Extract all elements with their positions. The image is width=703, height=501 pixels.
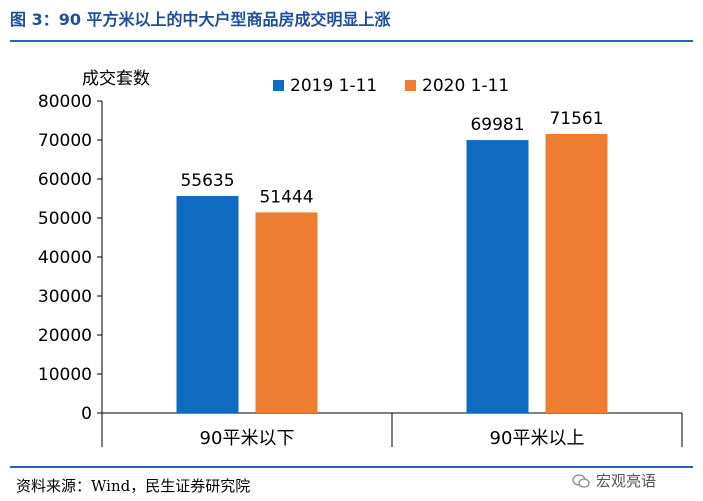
y-axis-title: 成交套数 bbox=[82, 69, 150, 89]
legend-swatch bbox=[405, 80, 416, 91]
bar-value-label: 51444 bbox=[259, 187, 313, 207]
bar-value-label: 71561 bbox=[549, 109, 603, 129]
watermark-text: 宏观亮语 bbox=[596, 472, 657, 490]
y-tick-label: 50000 bbox=[38, 209, 92, 229]
y-tick-label: 70000 bbox=[38, 131, 92, 151]
y-tick-label: 10000 bbox=[38, 365, 92, 385]
legend-label: 2019 1-11 bbox=[290, 76, 377, 96]
y-tick-label: 30000 bbox=[38, 287, 92, 307]
source-note: 资料来源：Wind，民生证券研究院 bbox=[16, 477, 251, 495]
title-divider bbox=[10, 40, 693, 42]
x-tick-label: 90平米以下 bbox=[200, 428, 295, 449]
legend-swatch bbox=[273, 80, 284, 91]
bar bbox=[255, 212, 318, 413]
y-tick-label: 60000 bbox=[38, 170, 92, 190]
source-divider bbox=[10, 466, 693, 468]
y-tick-label: 0 bbox=[81, 404, 92, 424]
bar-chart: 成交套数 0 10000 20000 30000 40000 50000 60000 70000… bbox=[38, 69, 683, 449]
bar bbox=[176, 196, 239, 413]
bar bbox=[466, 140, 529, 413]
wechat-icon bbox=[572, 473, 590, 488]
bar bbox=[545, 133, 608, 413]
x-tick-label: 90平米以上 bbox=[490, 428, 585, 449]
watermark: 宏观亮语 bbox=[572, 470, 656, 491]
bar-value-label: 69981 bbox=[470, 115, 524, 135]
figure-title: 图 3：90 平方米以上的中大户型商品房成交明显上涨 bbox=[10, 10, 391, 29]
y-tick-label: 20000 bbox=[38, 326, 92, 346]
y-tick-label: 40000 bbox=[38, 248, 92, 268]
bar-value-label: 55635 bbox=[180, 171, 234, 191]
legend-label: 2020 1-11 bbox=[422, 76, 509, 96]
y-tick-label: 80000 bbox=[38, 92, 92, 112]
